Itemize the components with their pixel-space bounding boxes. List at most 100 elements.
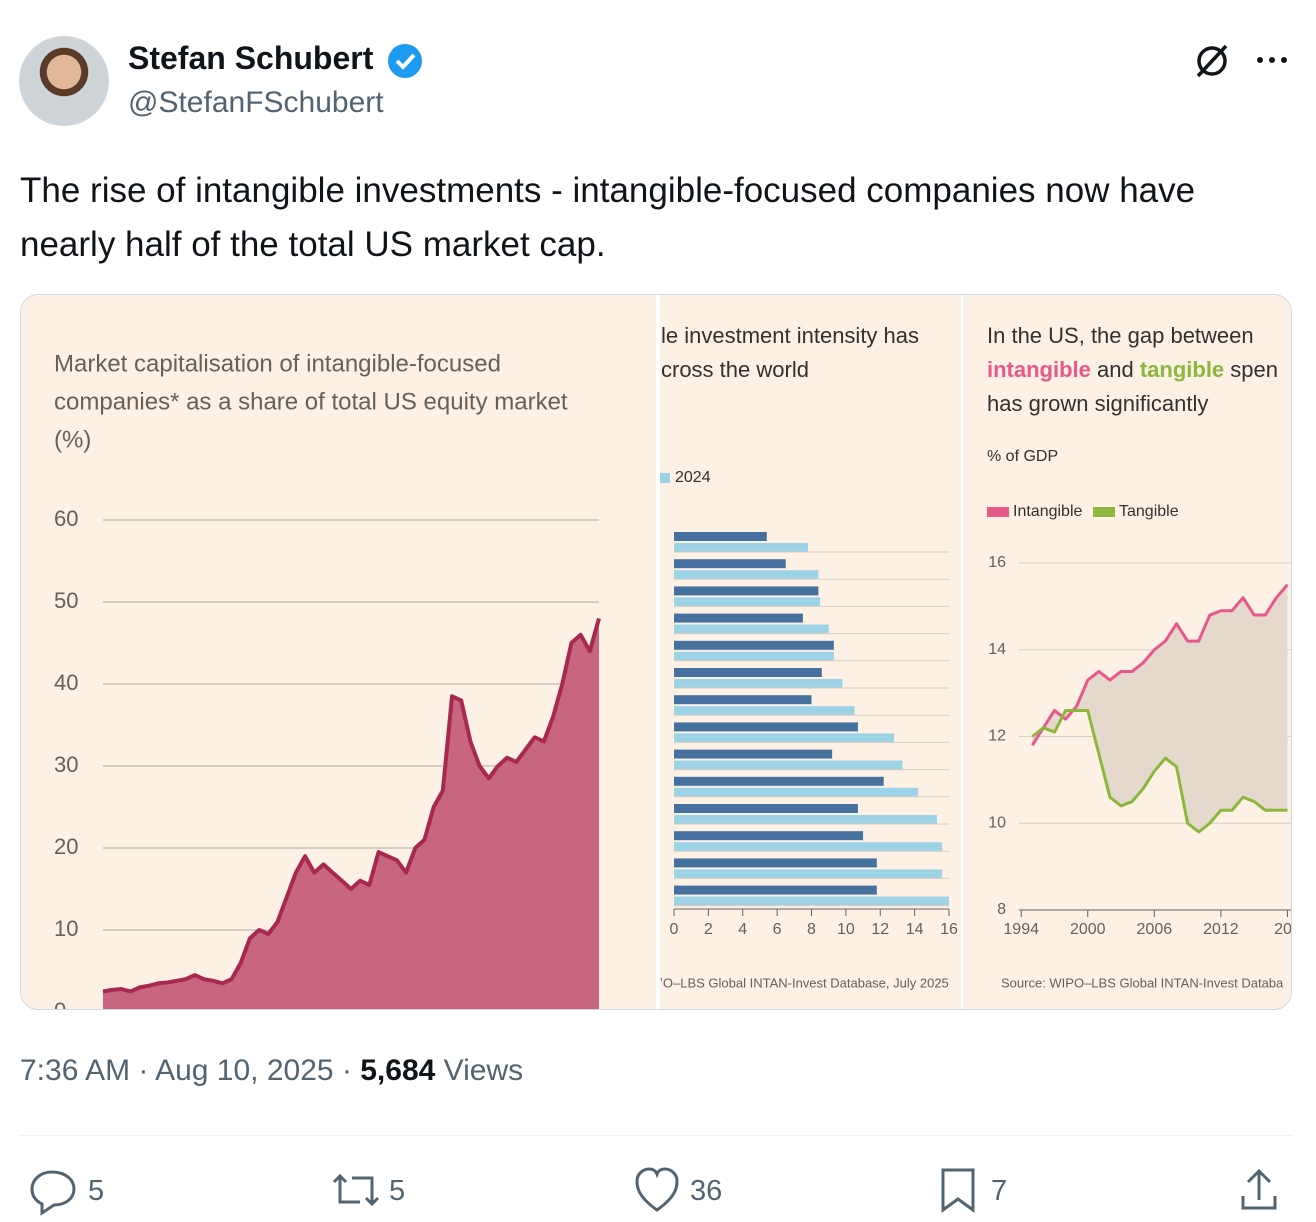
bar (674, 532, 767, 541)
x-tick-label: 2000 (1070, 921, 1106, 938)
bar (674, 651, 834, 661)
bar (674, 787, 919, 797)
chart-title: Market capitalisation of intangible-focu… (54, 350, 501, 377)
bar (674, 559, 786, 569)
reply-count: 5 (88, 1175, 105, 1207)
chart-image: Market capitalisation of intangible-focu… (21, 295, 1291, 1010)
x-tick-label: 1994 (1003, 921, 1039, 938)
bar (674, 679, 843, 688)
title-part: tangible (1140, 357, 1224, 382)
bar (674, 706, 855, 716)
title-part: intangible (987, 357, 1091, 382)
source: Source: WIPO–LBS Global INTAN-Invest Dat… (1001, 975, 1284, 990)
bar (674, 640, 834, 650)
x-tick-label: 8 (807, 921, 816, 938)
share-icon[interactable] (1241, 1168, 1277, 1210)
bar (674, 858, 877, 868)
timestamp-line: 7:36 AM · Aug 10, 2025 · 5,684 Views (20, 1054, 523, 1088)
chart-title: companies* as a share of total US equity… (54, 388, 568, 415)
avatar[interactable] (19, 36, 109, 126)
x-tick-label: 2012 (1203, 921, 1239, 938)
chart-title: intangible and tangible spen (987, 357, 1278, 382)
x-tick-label: 2 (704, 921, 713, 938)
y-tick-label: 10 (988, 814, 1006, 831)
media[interactable]: Market capitalisation of intangible-focu… (20, 294, 1292, 1010)
bar (674, 624, 829, 634)
title-part: has grown significantly (987, 391, 1208, 416)
area-fill (103, 618, 599, 1009)
repost-icon[interactable] (332, 1173, 380, 1207)
bar (674, 749, 833, 759)
bar (674, 695, 812, 705)
reply-icon[interactable] (30, 1170, 76, 1216)
legend-label: 2024 (675, 469, 711, 486)
legend-swatch (1093, 507, 1115, 517)
y-axis-label: % of GDP (987, 448, 1058, 465)
chart-title: le investment intensity has (661, 323, 919, 348)
y-tick-label: 14 (988, 641, 1006, 658)
panel: In the US, the gap between intangible and… (987, 323, 1291, 990)
bar (674, 896, 949, 906)
bar (674, 804, 858, 813)
views-count: 5,684 (360, 1054, 436, 1087)
y-tick-label: 20 (54, 834, 78, 859)
bar (674, 597, 821, 607)
views-label: Views (443, 1054, 524, 1087)
x-tick-label: 12 (871, 921, 889, 938)
x-tick-label: 16 (940, 921, 958, 938)
bar (674, 885, 877, 895)
x-tick-label: 0 (670, 921, 679, 938)
header-icons[interactable] (1192, 40, 1292, 80)
bar (674, 842, 943, 852)
title-part: spen (1224, 357, 1278, 382)
y-tick-label: 60 (54, 506, 78, 531)
like-icon[interactable] (635, 1167, 679, 1212)
series-line (1031, 583, 1289, 746)
bar (674, 815, 937, 824)
bar (674, 869, 943, 879)
action-icons (30, 1167, 1277, 1216)
legend-swatch (660, 473, 670, 483)
timestamp[interactable]: 7:36 AM · Aug 10, 2025 · (20, 1054, 352, 1087)
bar (674, 613, 803, 623)
x-tick-label: 10 (837, 921, 855, 938)
panel: Market capitalisation of intangible-focu… (54, 350, 601, 1010)
y-tick-label: 16 (988, 554, 1006, 571)
bar (674, 760, 903, 770)
bar (674, 776, 884, 786)
like-count: 36 (690, 1175, 723, 1207)
bookmark-icon[interactable] (941, 1168, 975, 1213)
bar (674, 586, 819, 596)
legend-swatch (987, 507, 1009, 517)
author-handle[interactable]: @StefanFSchubert (128, 86, 384, 119)
chart-title: has grown significantly (987, 391, 1208, 416)
bar (674, 722, 858, 732)
chart-title: (%) (54, 426, 91, 453)
y-tick-label: 40 (54, 670, 78, 695)
bar (674, 668, 822, 677)
author-name[interactable]: Stefan Schubert (128, 40, 374, 76)
gap-fill (1032, 584, 1288, 832)
legend-label: Tangible (1119, 503, 1179, 520)
panel: le investment intensity has cross the wor… (660, 323, 958, 990)
divider (20, 1135, 1292, 1136)
x-tick-label: 14 (906, 921, 924, 938)
y-tick-label: 50 (54, 588, 78, 613)
verified-badge (388, 44, 422, 78)
bookmark-count: 7 (991, 1175, 1008, 1207)
area-line (102, 617, 601, 994)
title-part: In the US, the gap between (987, 323, 1254, 348)
y-tick-label: 0 (54, 998, 66, 1010)
chart-title: cross the world (661, 357, 809, 382)
bar (674, 543, 809, 552)
series-line (1031, 708, 1288, 834)
bar (674, 733, 894, 743)
bar (674, 570, 819, 580)
x-tick-label: 4 (738, 921, 747, 938)
chart-title: In the US, the gap between (987, 323, 1254, 348)
y-tick-label: 10 (54, 916, 78, 941)
y-tick-label: 12 (988, 728, 1006, 745)
repost-count: 5 (389, 1175, 406, 1207)
bar (674, 831, 864, 841)
